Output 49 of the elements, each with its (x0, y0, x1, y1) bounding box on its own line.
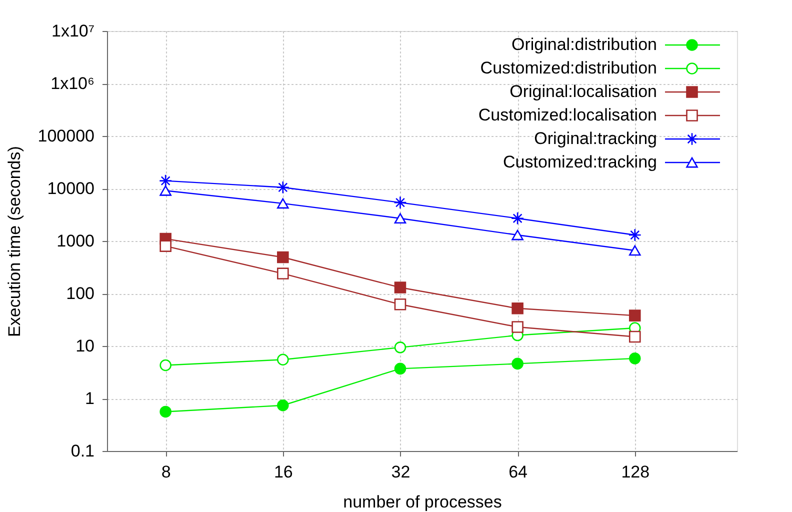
point (394, 342, 406, 354)
point (394, 282, 406, 294)
point (277, 354, 289, 366)
x-tick-label: 8 (161, 462, 171, 482)
point (628, 245, 641, 256)
y-tick-label: 10000 (47, 179, 94, 198)
point (394, 362, 406, 375)
point (277, 251, 289, 264)
point (512, 302, 524, 314)
point (277, 268, 289, 280)
point (160, 406, 172, 418)
point (628, 228, 642, 242)
point (160, 359, 172, 372)
point (628, 352, 641, 364)
y-tick-label: 1000 (56, 232, 94, 250)
point (510, 212, 524, 225)
legend-label: Customized:tracking (502, 152, 657, 172)
y-tick-label: 1x10⁷ (51, 22, 94, 40)
point (277, 198, 289, 209)
point (277, 399, 289, 412)
point (394, 298, 406, 310)
point (160, 240, 172, 252)
point (276, 180, 290, 194)
y-tick-label: 1 (85, 389, 94, 408)
point (512, 230, 524, 240)
point (512, 358, 524, 370)
legend-label: Original:localisation (510, 82, 657, 101)
legend-label: Original:distribution (511, 35, 657, 54)
x-tick-label: 64 (508, 462, 528, 482)
y-tick-label: 1x10⁶ (50, 74, 94, 93)
y-tick-label: 10 (76, 336, 94, 356)
y-axis-title: Execution time (seconds) (4, 146, 24, 337)
legend-label: Original:tracking (534, 129, 657, 148)
point (394, 213, 406, 224)
x-tick-label: 16 (274, 462, 293, 482)
legend-label: Customized:distribution (480, 58, 657, 78)
x-axis-title: number of processes (343, 492, 502, 512)
point (160, 185, 172, 196)
legend-label: Customized:localisation (478, 106, 657, 124)
x-tick-label: 32 (391, 462, 410, 482)
point (512, 321, 524, 333)
y-tick-label: 100 (66, 284, 94, 303)
y-tick-label: 100000 (38, 126, 94, 146)
point (628, 310, 641, 322)
point (394, 196, 407, 210)
point (628, 330, 641, 343)
x-tick-label: 128 (621, 462, 650, 482)
y-tick-label: 0.1 (70, 442, 94, 460)
point (159, 174, 172, 188)
